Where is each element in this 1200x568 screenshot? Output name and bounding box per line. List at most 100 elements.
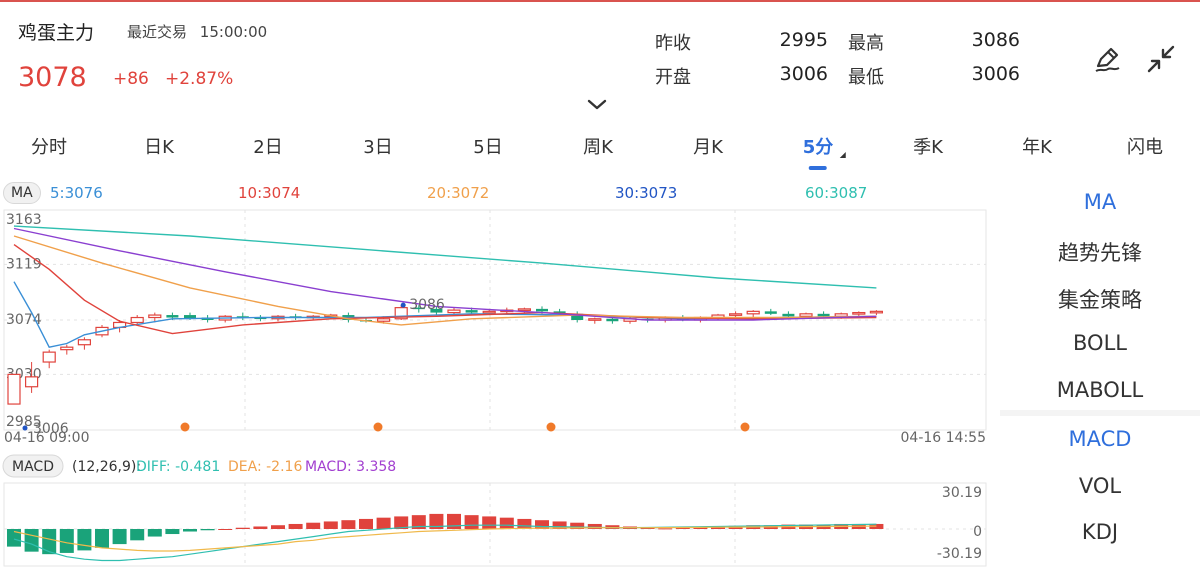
draw-pen-icon[interactable] [1090,42,1124,76]
candle [536,308,548,312]
tab-3[interactable]: 3日 [363,128,392,170]
ma5-value: 5:3076 [50,184,103,202]
tab-2[interactable]: 2日 [253,128,282,170]
indicator-gold-strategy[interactable]: 集金策略 [1058,288,1142,312]
prev-close-label: 昨收 [655,33,691,54]
ma20-value: 20:3072 [427,184,490,202]
ma30-value: 30:3073 [615,184,678,202]
candle [42,351,56,363]
macd-bar [587,523,602,529]
max-price-label: 3086 [409,297,445,313]
macd-bar [288,523,303,529]
tab-caret-icon [839,152,846,158]
tab-10[interactable]: 闪电 [1127,128,1163,170]
candle [447,309,461,314]
tab-label: 月K [693,137,723,158]
macd-bar [95,529,109,548]
tab-0[interactable]: 分时 [31,128,67,170]
macd-bar [218,529,233,530]
macd-bar [306,522,321,529]
ma-pill[interactable]: MA [3,182,41,204]
ma60-value: 60:3087 [805,184,868,202]
indicator-maboll[interactable]: MABOLL [1056,378,1144,402]
main-indicator-card: MA 趋势先锋 集金策略 BOLL MABOLL [1000,178,1200,410]
macd-bar [482,516,497,529]
indicator-trend-pioneer[interactable]: 趋势先锋 [1058,241,1142,265]
tab-5[interactable]: 周K [583,128,613,170]
tab-4[interactable]: 5日 [473,128,502,170]
candle [60,346,74,351]
macd-bar [42,529,57,555]
candle [166,315,179,318]
chevron-down-icon[interactable] [586,96,608,110]
open-value: 3006 [779,63,828,85]
tab-7[interactable]: 5分 [802,128,846,170]
ma-line-30 [13,227,877,321]
high-label: 最高 [848,33,884,54]
indicator-boll[interactable]: BOLL [1073,331,1127,355]
current-price: 3078 [18,62,87,93]
y-tick-label: 3119 [6,256,42,272]
candle [25,376,39,388]
candle [764,311,777,314]
tab-label: 5分 [802,137,834,158]
macd-y-top: 30.19 [942,485,982,501]
macd-bar [323,521,338,529]
x-start-label: 04-16 09:00 [4,430,89,446]
price-change: +86 [113,69,149,89]
macd-bar [658,528,673,530]
tab-label: 季K [913,137,943,158]
macd-panel-frame [3,482,987,567]
tab-6[interactable]: 月K [693,128,723,170]
macd-bar [447,513,461,529]
macd-bar [341,520,356,529]
tab-8[interactable]: 季K [913,128,943,170]
tab-9[interactable]: 年K [1022,128,1052,170]
macd-pill [2,454,64,478]
indicator-ma[interactable]: MA [1083,190,1117,214]
macd-bar [271,525,285,529]
tab-label: 年K [1022,137,1052,158]
candle [430,308,443,313]
period-tabs: 分时 日K 2日 3日 5日 周K 月K 5分 季K 年K 闪电 [0,128,1200,170]
macd-y-bottom: -30.19 [937,546,982,562]
macd-pill-label: MACD [12,459,54,475]
candle [588,318,602,321]
tab-label: 5日 [473,137,503,158]
macd-bar [59,529,74,553]
macd-bar [535,520,549,529]
indicator-vol[interactable]: VOL [1078,474,1122,498]
indicator-kdj[interactable]: KDJ [1081,520,1119,544]
ma-line-20 [13,235,877,326]
candle [412,307,425,310]
macd-bar [112,529,127,545]
event-dot [740,422,750,432]
macd-diff: DIFF: -0.481 [136,459,220,475]
candle [782,313,795,317]
dea-line [13,525,877,552]
last-trade: 最近交易 15:00:00 [127,21,275,42]
candle [746,310,760,315]
candle [236,316,249,318]
low-value: 3006 [971,63,1020,85]
candle [130,316,144,324]
indicator-macd[interactable]: MACD [1068,427,1132,451]
macd-bar [359,518,373,529]
macd-y-zero: 0 [973,524,982,540]
macd-bar [640,527,655,529]
candle [799,313,813,317]
y-tick-label: 2985 [6,414,42,430]
candle [148,314,162,319]
candle [728,313,743,316]
tab-1[interactable]: 日K [144,128,174,170]
macd-bar [376,517,391,529]
macd-bar [464,515,479,529]
collapse-arrows-icon[interactable] [1144,42,1178,76]
tab-label: 周K [583,137,613,158]
y-tick-label: 3163 [6,212,42,228]
candle [254,317,267,320]
min-price-label: 3006 [33,421,69,437]
macd-bar [235,527,250,529]
macd-dea: DEA: -2.16 [228,459,302,475]
